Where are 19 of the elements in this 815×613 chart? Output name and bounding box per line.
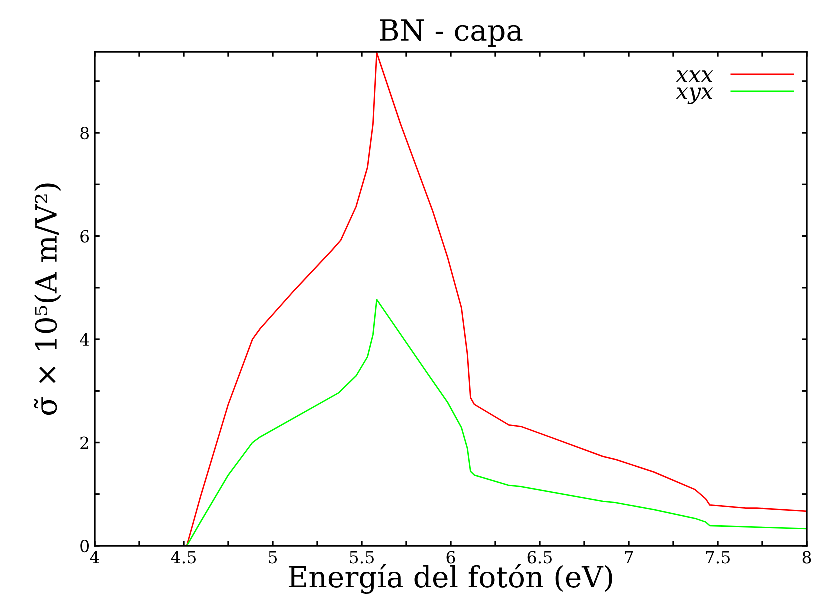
- y-tick-label: 4: [80, 333, 90, 346]
- y-tick-label: 2: [80, 436, 89, 450]
- x-tick-label: 6.5: [528, 551, 552, 564]
- legend-label: xyx: [676, 88, 714, 104]
- x-tick-label: 6: [446, 551, 456, 564]
- x-tick-label: 7.5: [706, 551, 730, 564]
- x-tick-label: 8: [802, 551, 812, 564]
- y-tick-label: 0: [80, 540, 90, 553]
- x-tick-label: 5.5: [350, 551, 374, 564]
- y-tick-label: 8: [80, 127, 90, 140]
- x-tick-label: 4.5: [171, 551, 196, 564]
- x-axis-title: Energía del fotón (eV): [288, 564, 612, 594]
- y-axis-title: σ̃ × 10⁵(A m/V²): [34, 184, 62, 416]
- x-tick-label: 5: [269, 551, 278, 564]
- y-tick-label: 6: [80, 230, 90, 243]
- x-tick-label: 7: [625, 551, 634, 564]
- x-tick-label: 4: [90, 551, 100, 564]
- legend-label: xxx: [676, 70, 714, 82]
- chart-title: BN - capa: [380, 20, 523, 47]
